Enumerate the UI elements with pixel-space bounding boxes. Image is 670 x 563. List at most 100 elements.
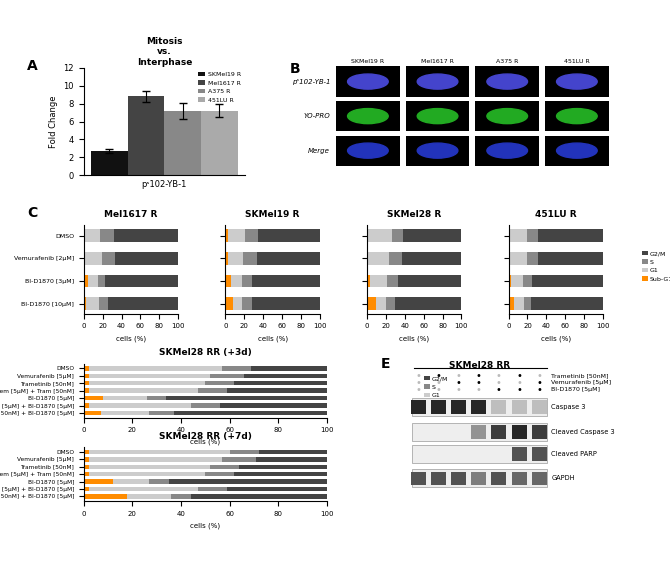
Bar (524, 297, 531, 310)
Bar (509, 297, 515, 310)
Bar (84, 381, 88, 386)
Legend: SKMel19 R, Mel1617 R, A375 R, 451LU R: SKMel19 R, Mel1617 R, A375 R, 451LU R (196, 71, 242, 104)
Circle shape (417, 109, 458, 124)
Text: Vemurafenib [5μM]: Vemurafenib [5μM] (551, 381, 612, 386)
Text: •: • (456, 371, 462, 381)
Bar (527, 230, 538, 242)
Bar (88, 472, 205, 476)
Bar (243, 297, 252, 310)
Bar (191, 494, 327, 499)
Bar (370, 275, 387, 287)
Bar (86, 297, 99, 310)
FancyBboxPatch shape (431, 472, 446, 485)
Bar (210, 464, 239, 469)
Legend: G2/M, S, G1, Sub-G1: G2/M, S, G1, Sub-G1 (639, 248, 670, 284)
Text: pˢ102-YB-1: pˢ102-YB-1 (291, 79, 330, 84)
Bar (127, 494, 172, 499)
X-axis label: cells (%): cells (%) (190, 522, 220, 529)
Bar (509, 252, 527, 265)
Bar (538, 230, 603, 242)
FancyBboxPatch shape (491, 472, 507, 485)
Bar (387, 275, 398, 287)
Bar (377, 297, 386, 310)
FancyBboxPatch shape (491, 425, 507, 439)
Text: •: • (415, 378, 421, 388)
Bar (257, 457, 327, 462)
Text: Cleaved PARP: Cleaved PARP (551, 451, 597, 457)
Bar (225, 252, 228, 265)
Bar (128, 96, 164, 176)
Title: SKMel19 R: SKMel19 R (245, 210, 299, 219)
Circle shape (557, 74, 597, 89)
Text: A375 R: A375 R (496, 59, 519, 64)
Circle shape (557, 143, 597, 158)
FancyBboxPatch shape (412, 470, 547, 488)
Bar (228, 252, 243, 265)
FancyBboxPatch shape (412, 445, 547, 463)
Text: E: E (381, 357, 390, 371)
Circle shape (487, 143, 527, 158)
Bar (391, 230, 403, 242)
Bar (88, 388, 198, 393)
Bar (84, 374, 88, 378)
Bar (84, 494, 127, 499)
Bar (257, 252, 320, 265)
Bar (84, 403, 88, 408)
Text: Trametinib [50nM]: Trametinib [50nM] (551, 374, 609, 378)
Bar (225, 230, 228, 242)
Bar (389, 252, 402, 265)
Bar (245, 230, 259, 242)
Circle shape (348, 143, 388, 158)
Bar (88, 366, 222, 370)
Text: •: • (496, 385, 502, 395)
Title: SKMel28 R: SKMel28 R (387, 210, 442, 219)
FancyBboxPatch shape (532, 447, 547, 461)
FancyBboxPatch shape (545, 101, 609, 131)
Bar (252, 275, 320, 287)
Bar (527, 252, 538, 265)
Text: •: • (496, 378, 502, 388)
Bar (227, 487, 327, 491)
Bar (222, 366, 251, 370)
Bar (252, 297, 320, 310)
FancyBboxPatch shape (405, 101, 470, 131)
Text: •: • (415, 385, 421, 395)
Text: BI-D1870 [5μM]: BI-D1870 [5μM] (551, 387, 600, 392)
Text: C: C (27, 206, 38, 220)
FancyBboxPatch shape (475, 136, 539, 166)
Bar (91, 151, 128, 176)
Bar (225, 297, 233, 310)
Bar (201, 111, 238, 176)
Bar (220, 403, 327, 408)
Bar (538, 252, 603, 265)
Bar (532, 275, 603, 287)
Text: Caspase 3: Caspase 3 (551, 404, 586, 410)
Bar (164, 111, 201, 176)
Bar (84, 388, 88, 393)
Bar (395, 297, 462, 310)
Circle shape (487, 74, 527, 89)
FancyBboxPatch shape (336, 136, 400, 166)
Title: Mel1617 R: Mel1617 R (105, 210, 157, 219)
FancyBboxPatch shape (532, 425, 547, 439)
Text: •: • (476, 378, 482, 388)
Bar (367, 230, 368, 242)
Bar (113, 479, 149, 484)
FancyBboxPatch shape (405, 136, 470, 166)
X-axis label: cells (%): cells (%) (541, 335, 571, 342)
Bar (230, 450, 259, 454)
Bar (368, 252, 389, 265)
FancyBboxPatch shape (451, 472, 466, 485)
Bar (233, 297, 243, 310)
Bar (251, 366, 327, 370)
Legend: G2/M, S, G1, Sub-G1: G2/M, S, G1, Sub-G1 (421, 373, 458, 409)
Bar (234, 381, 327, 386)
Text: Cleaved Caspase 3: Cleaved Caspase 3 (551, 429, 615, 435)
Bar (227, 388, 327, 393)
Bar (243, 275, 252, 287)
Bar (88, 457, 222, 462)
Circle shape (417, 143, 458, 158)
Bar (259, 450, 327, 454)
Bar (84, 411, 100, 415)
Bar (84, 396, 103, 400)
